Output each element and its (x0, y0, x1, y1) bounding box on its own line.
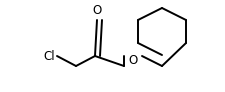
Text: Cl: Cl (43, 49, 55, 62)
Text: O: O (128, 54, 137, 67)
Text: O: O (92, 3, 101, 16)
